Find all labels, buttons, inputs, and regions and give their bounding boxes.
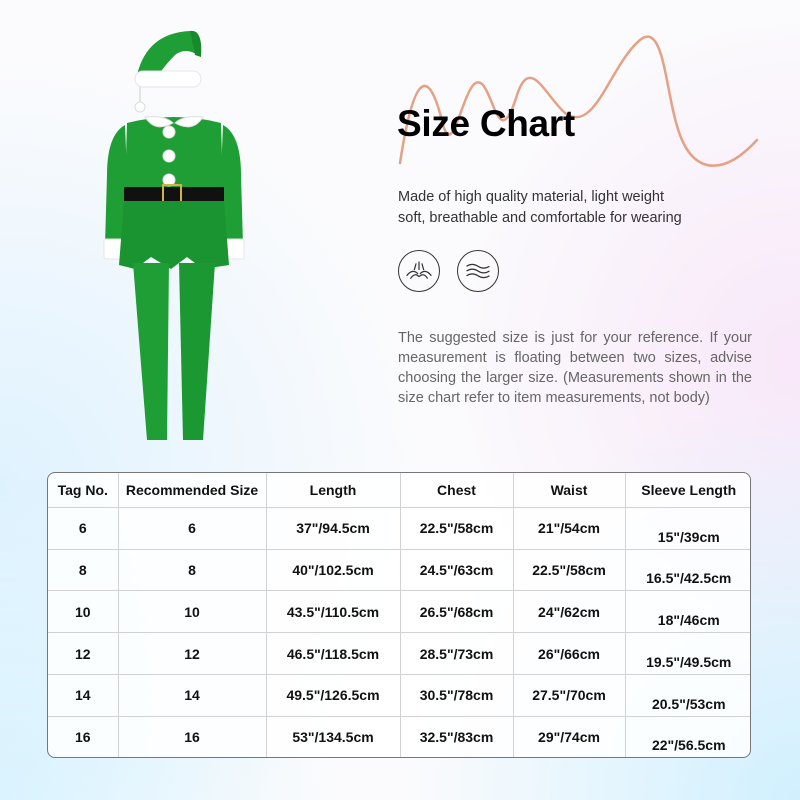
table-row: 14 14 49.5"/126.5cm 30.5"/78cm 27.5"/70c… xyxy=(48,673,750,717)
cell-length: 40"/102.5cm xyxy=(265,548,401,592)
cell-tag-no: 14 xyxy=(48,673,119,717)
cell-chest: 30.5"/78cm xyxy=(399,673,514,717)
cell-recommended-size: 16 xyxy=(117,715,267,757)
cell-length: 43.5"/110.5cm xyxy=(265,590,401,634)
cell-sleeve-length: 16.5"/42.5cm xyxy=(624,548,750,592)
table-row: 8 8 40"/102.5cm 24.5"/63cm 22.5"/58cm 16… xyxy=(48,548,750,592)
cell-waist: 22.5"/58cm xyxy=(512,548,626,592)
header-recommended-size: Recommended Size xyxy=(117,473,267,508)
cell-tag-no: 12 xyxy=(48,632,119,675)
table-row: 16 16 53"/134.5cm 32.5"/83cm 29"/74cm 22… xyxy=(48,715,750,757)
cell-length: 46.5"/118.5cm xyxy=(265,632,401,675)
cell-recommended-size: 10 xyxy=(117,590,267,634)
cell-chest: 28.5"/73cm xyxy=(399,632,514,675)
cell-chest: 32.5"/83cm xyxy=(399,715,514,757)
table-row: 12 12 46.5"/118.5cm 28.5"/73cm 26"/66cm … xyxy=(48,632,750,675)
cell-recommended-size: 8 xyxy=(117,548,267,592)
description-line: soft, breathable and comfortable for wea… xyxy=(398,210,682,226)
cell-waist: 21"/54cm xyxy=(512,507,626,550)
cell-chest: 24.5"/63cm xyxy=(399,548,514,592)
header-sleeve-length: Sleeve Length xyxy=(624,473,750,508)
product-description: Made of high quality material, light wei… xyxy=(398,187,682,229)
size-chart-table: Tag No. Recommended Size Length Chest Wa… xyxy=(47,472,751,758)
breathable-fabric-icon xyxy=(398,250,440,292)
cell-chest: 26.5"/68cm xyxy=(399,590,514,634)
header-chest: Chest xyxy=(399,473,514,508)
cell-waist: 27.5"/70cm xyxy=(512,673,626,717)
cell-waist: 26"/66cm xyxy=(512,632,626,675)
header-length: Length xyxy=(265,473,401,508)
cell-sleeve-length: 22"/56.5cm xyxy=(624,715,750,757)
cell-sleeve-length: 18"/46cm xyxy=(624,590,750,634)
header-tag-no: Tag No. xyxy=(48,473,119,508)
cell-recommended-size: 14 xyxy=(117,673,267,717)
cell-sleeve-length: 15"/39cm xyxy=(624,507,750,550)
cell-length: 49.5"/126.5cm xyxy=(265,673,401,717)
cell-sleeve-length: 20.5"/53cm xyxy=(624,673,750,717)
cell-tag-no: 10 xyxy=(48,590,119,634)
table-row: 10 10 43.5"/110.5cm 26.5"/68cm 24"/62cm … xyxy=(48,590,750,634)
elf-costume-image xyxy=(103,30,245,440)
cell-sleeve-length: 19.5"/49.5cm xyxy=(624,632,750,675)
page-title: Size Chart xyxy=(397,103,575,144)
cell-recommended-size: 12 xyxy=(117,632,267,675)
header-waist: Waist xyxy=(512,473,626,508)
decorative-squiggle xyxy=(398,35,759,167)
cell-recommended-size: 6 xyxy=(117,507,267,550)
table-header-row: Tag No. Recommended Size Length Chest Wa… xyxy=(48,473,750,508)
description-line: Made of high quality material, light wei… xyxy=(398,189,664,205)
soft-wave-icon xyxy=(457,250,499,292)
cell-tag-no: 6 xyxy=(48,507,119,550)
cell-length: 53"/134.5cm xyxy=(265,715,401,757)
sizing-note: The suggested size is just for your refe… xyxy=(398,330,752,406)
cell-length: 37"/94.5cm xyxy=(265,507,401,550)
cell-waist: 29"/74cm xyxy=(512,715,626,757)
table-row: 6 6 37"/94.5cm 22.5"/58cm 21"/54cm 15"/3… xyxy=(48,507,750,550)
cell-tag-no: 16 xyxy=(48,715,119,757)
cell-tag-no: 8 xyxy=(48,548,119,592)
cell-chest: 22.5"/58cm xyxy=(399,507,514,550)
cell-waist: 24"/62cm xyxy=(512,590,626,634)
